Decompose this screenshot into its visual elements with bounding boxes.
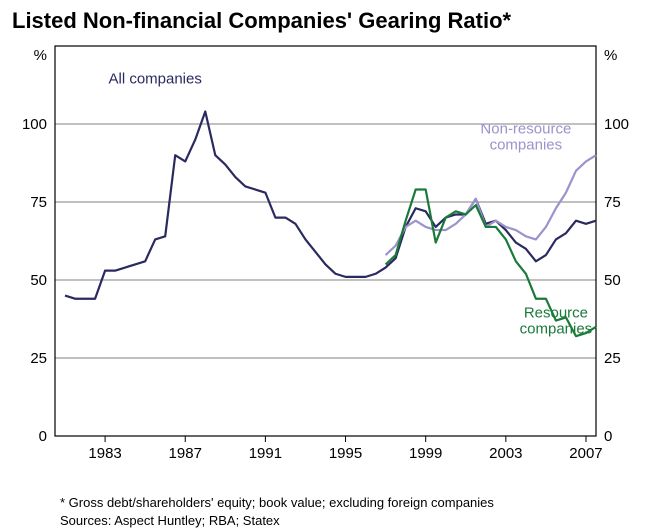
svg-text:1995: 1995 bbox=[329, 445, 362, 462]
gearing-ratio-chart: 0 0 25 25 50 50 75 75 100 100%% 1983 1987 1991 1995 19… bbox=[0, 36, 651, 476]
sources-text: Sources: Aspect Huntley; RBA; Statex bbox=[60, 513, 280, 528]
svg-text:Non-resource: Non-resource bbox=[480, 120, 571, 137]
svg-text:All companies: All companies bbox=[108, 70, 201, 87]
svg-text:1987: 1987 bbox=[169, 445, 202, 462]
chart-title: Listed Non-financial Companies' Gearing … bbox=[0, 0, 651, 34]
svg-text:50: 50 bbox=[604, 272, 621, 289]
svg-text:1999: 1999 bbox=[409, 445, 442, 462]
svg-text:%: % bbox=[34, 47, 47, 64]
svg-text:companies: companies bbox=[490, 136, 563, 153]
svg-text:75: 75 bbox=[604, 194, 621, 211]
svg-text:1991: 1991 bbox=[249, 445, 282, 462]
svg-text:75: 75 bbox=[30, 194, 47, 211]
svg-text:50: 50 bbox=[30, 272, 47, 289]
svg-text:companies: companies bbox=[520, 320, 593, 337]
svg-text:0: 0 bbox=[604, 428, 612, 445]
svg-text:%: % bbox=[604, 47, 617, 64]
svg-text:100: 100 bbox=[604, 116, 629, 133]
svg-text:100: 100 bbox=[22, 116, 47, 133]
svg-text:25: 25 bbox=[30, 350, 47, 367]
svg-text:1983: 1983 bbox=[88, 445, 121, 462]
svg-text:25: 25 bbox=[604, 350, 621, 367]
footnote-text: * Gross debt/shareholders' equity; book … bbox=[60, 495, 494, 510]
svg-text:Resource: Resource bbox=[524, 304, 588, 321]
svg-text:2003: 2003 bbox=[489, 445, 522, 462]
svg-text:2007: 2007 bbox=[569, 445, 602, 462]
svg-text:0: 0 bbox=[39, 428, 47, 445]
